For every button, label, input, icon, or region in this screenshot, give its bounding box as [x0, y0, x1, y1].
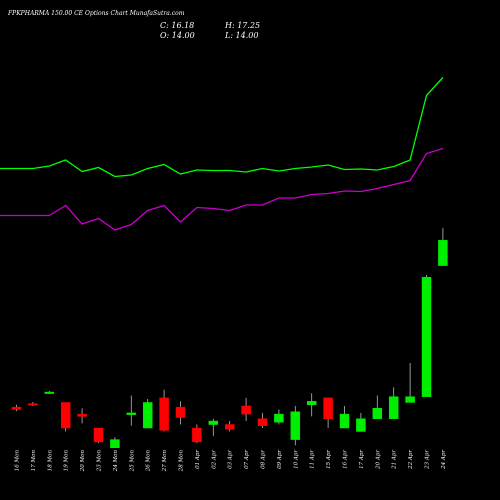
candle-body	[77, 413, 87, 417]
candle-body	[290, 411, 301, 440]
x-tick-label: 20 Apr	[375, 450, 381, 470]
x-tick-label: 03 Apr	[228, 450, 234, 469]
candle-body	[142, 402, 153, 429]
candle-body	[274, 413, 284, 423]
x-tick-label: 23 Mon	[97, 450, 103, 473]
candle-body	[257, 418, 268, 426]
candle-body	[110, 439, 120, 448]
x-tick-label: 19 Mon	[64, 450, 70, 472]
low-value: L: 14.00	[225, 31, 259, 40]
x-tick-label: 17 Mon	[31, 450, 37, 472]
x-tick-label: 24 Apr	[441, 450, 447, 470]
candle-body	[28, 403, 38, 406]
x-tick-label: 16 Apr	[343, 450, 349, 469]
candle-body	[306, 401, 317, 406]
x-tick-label: 24 Mon	[113, 450, 119, 473]
x-tick-label: 02 Apr	[211, 450, 217, 469]
x-tick-label: 10 Apr	[293, 450, 299, 469]
candle-body	[388, 396, 399, 419]
green-indicator-line	[0, 77, 444, 178]
candle-body	[93, 427, 104, 443]
candle-body	[44, 391, 55, 394]
x-tick-label: 18 Mon	[47, 450, 53, 472]
x-tick-label: 27 Mon	[162, 450, 168, 473]
x-tick-label: 07 Apr	[244, 450, 250, 469]
candle-body	[126, 412, 137, 415]
candle-body	[208, 420, 219, 425]
high-value: H: 17.25	[225, 21, 261, 30]
x-tick-label: 26 Mon	[146, 450, 152, 473]
close-value: C: 16.18	[160, 21, 195, 30]
x-tick-label: 23 Apr	[425, 450, 431, 470]
open-value: O: 14.00	[160, 31, 195, 40]
x-tick-label: 09 Apr	[277, 450, 283, 469]
candle-body	[175, 406, 186, 418]
candle-body	[339, 413, 350, 429]
candle-body	[192, 427, 202, 443]
candle-body	[11, 406, 22, 410]
x-tick-label: 08 Apr	[261, 450, 267, 469]
x-tick-label: 21 Apr	[392, 450, 398, 470]
candle-body	[405, 396, 415, 403]
x-tick-label: 22 Apr	[408, 450, 414, 470]
x-tick-label: 20 Mon	[80, 450, 86, 473]
x-tick-label: 01 Apr	[195, 450, 201, 469]
x-tick-label: 17 Apr	[359, 450, 365, 469]
x-tick-label: 15 Apr	[326, 450, 332, 469]
chart-title: FPKPHARMA 150.00 CE Options Chart Munafa…	[8, 10, 185, 17]
candle-body	[421, 276, 432, 397]
candle-body	[60, 402, 71, 429]
x-tick-label: 28 Mon	[179, 450, 185, 473]
candle-body	[224, 424, 235, 430]
candle-body	[438, 240, 448, 266]
candle-body	[372, 408, 383, 419]
candle-body	[323, 397, 333, 419]
x-tick-label: 11 Apr	[310, 450, 316, 469]
x-tick-label: 25 Mon	[129, 450, 135, 473]
candle-body	[241, 405, 251, 415]
magenta-indicator-line	[0, 147, 444, 231]
candle-body	[356, 418, 366, 432]
x-tick-label: 16 Mon	[15, 450, 21, 472]
candle-body	[159, 397, 169, 431]
